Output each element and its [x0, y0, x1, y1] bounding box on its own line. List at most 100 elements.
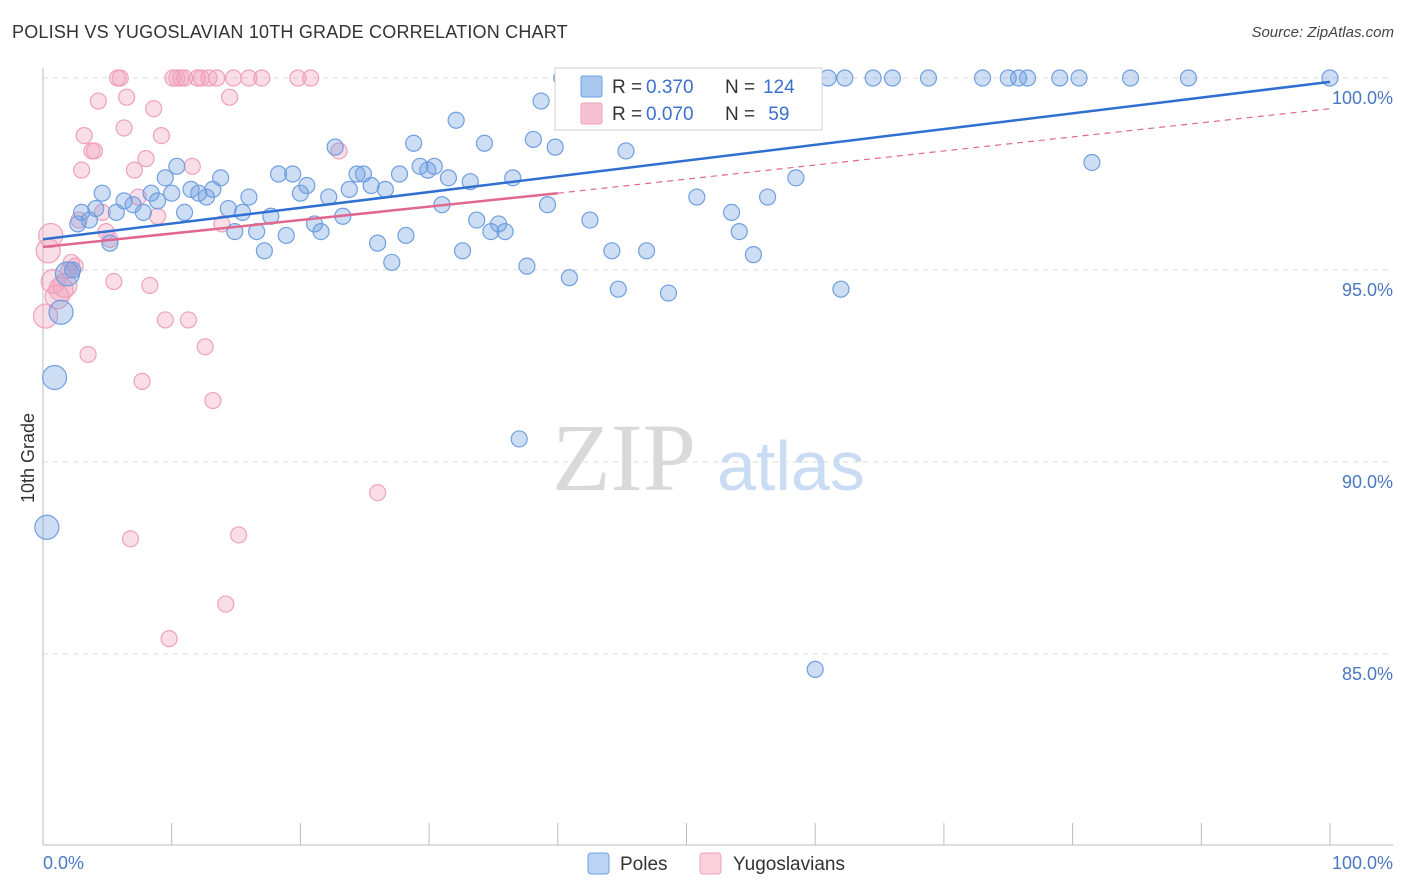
x-tick-label-min: 0.0% — [43, 853, 84, 873]
data-point — [224, 69, 243, 87]
y-tick-label: 90.0% — [1342, 472, 1393, 492]
data-point — [609, 280, 627, 298]
grid-lines — [43, 77, 1393, 655]
data-point — [160, 630, 178, 648]
data-point — [125, 161, 143, 179]
data-point — [376, 180, 394, 198]
data-point — [233, 203, 252, 221]
data-point — [919, 69, 938, 87]
data-point — [121, 530, 140, 548]
data-point — [217, 595, 235, 613]
data-point — [219, 199, 237, 218]
data-point — [298, 176, 316, 195]
bottom-legend-swatch-poles — [587, 852, 610, 875]
data-point — [546, 138, 564, 156]
legend-box: R = 0.370 N = 124 R = 0.070 N = 59 — [554, 67, 823, 131]
data-point — [439, 169, 458, 187]
data-point — [48, 276, 74, 302]
data-point — [183, 157, 201, 175]
data-point — [383, 253, 401, 271]
data-point — [510, 430, 528, 448]
data-point — [581, 211, 599, 229]
data-point — [1070, 69, 1088, 87]
data-point — [447, 111, 465, 129]
data-point — [163, 184, 181, 202]
legend-r-value-yugoslavians: 0.070 — [646, 104, 694, 125]
data-point — [89, 92, 107, 110]
data-point — [722, 203, 741, 221]
legend-swatch-yugoslavians — [580, 102, 603, 125]
data-point — [405, 134, 423, 152]
data-point — [496, 223, 514, 241]
legend-r-label-yugoslavians: R = — [612, 104, 642, 125]
y-axis-title: 10th Grade — [18, 413, 38, 503]
watermark-zip: ZIP — [552, 404, 696, 511]
data-point — [277, 226, 295, 245]
data-point — [182, 180, 200, 198]
data-point — [284, 165, 302, 183]
data-point — [362, 176, 380, 195]
bottom-legend-label-poles: Poles — [620, 854, 668, 875]
data-point — [38, 222, 64, 249]
data-point — [133, 372, 151, 390]
data-point — [156, 311, 174, 329]
data-point — [289, 69, 307, 87]
data-point — [111, 69, 129, 87]
data-point — [34, 514, 60, 540]
data-point — [230, 526, 248, 544]
data-point — [744, 246, 763, 264]
data-point — [115, 119, 133, 137]
data-point — [638, 242, 656, 260]
data-point — [196, 338, 214, 356]
y-tick-label: 85.0% — [1342, 664, 1393, 684]
data-point — [240, 69, 258, 87]
data-point — [48, 299, 74, 325]
y-tick-label: 100.0% — [1332, 88, 1393, 108]
legend-n-value-yugoslavians: 59 — [763, 104, 789, 125]
data-point — [204, 391, 222, 410]
data-point — [758, 188, 777, 206]
bottom-legend-swatch-yugoslavians — [699, 852, 722, 875]
data-point — [390, 165, 409, 183]
trend-line-poles — [42, 80, 1331, 241]
legend-n-label-poles: N = — [725, 77, 755, 98]
x-tick-label-max: 100.0% — [1332, 853, 1393, 873]
data-point — [73, 161, 91, 179]
data-point — [75, 127, 93, 145]
data-point — [32, 303, 59, 329]
data-point — [115, 192, 133, 210]
trend-line-yugoslavians — [42, 191, 558, 249]
data-point — [148, 207, 167, 225]
data-point — [145, 100, 163, 118]
data-point — [397, 226, 415, 245]
data-point — [973, 69, 992, 87]
legend-n-value-poles: 124 — [763, 77, 795, 98]
data-point — [730, 223, 748, 241]
legend-swatch-poles — [580, 75, 603, 98]
data-point — [212, 169, 230, 187]
data-point — [1121, 69, 1140, 87]
data-point — [617, 142, 635, 160]
data-point — [255, 242, 273, 260]
data-point — [688, 188, 706, 206]
data-point — [175, 203, 194, 221]
data-point — [1179, 69, 1198, 87]
data-point — [221, 88, 239, 106]
y-tick-label: 95.0% — [1342, 280, 1393, 300]
data-point — [468, 211, 486, 229]
data-point — [1051, 69, 1069, 87]
data-point — [137, 150, 155, 168]
bottom-legend-label-yugoslavians: Yugoslavians — [733, 854, 845, 875]
data-point — [240, 188, 258, 206]
legend-r-value-poles: 0.370 — [646, 77, 694, 98]
watermark-atlas: atlas — [717, 427, 865, 505]
axes — [42, 68, 1393, 846]
data-point — [425, 157, 443, 175]
data-point — [787, 169, 805, 187]
data-point — [475, 134, 494, 152]
data-point — [85, 142, 104, 160]
trend-lines — [42, 80, 1331, 249]
data-point — [836, 69, 854, 87]
data-point — [883, 69, 902, 87]
data-point — [532, 92, 550, 110]
